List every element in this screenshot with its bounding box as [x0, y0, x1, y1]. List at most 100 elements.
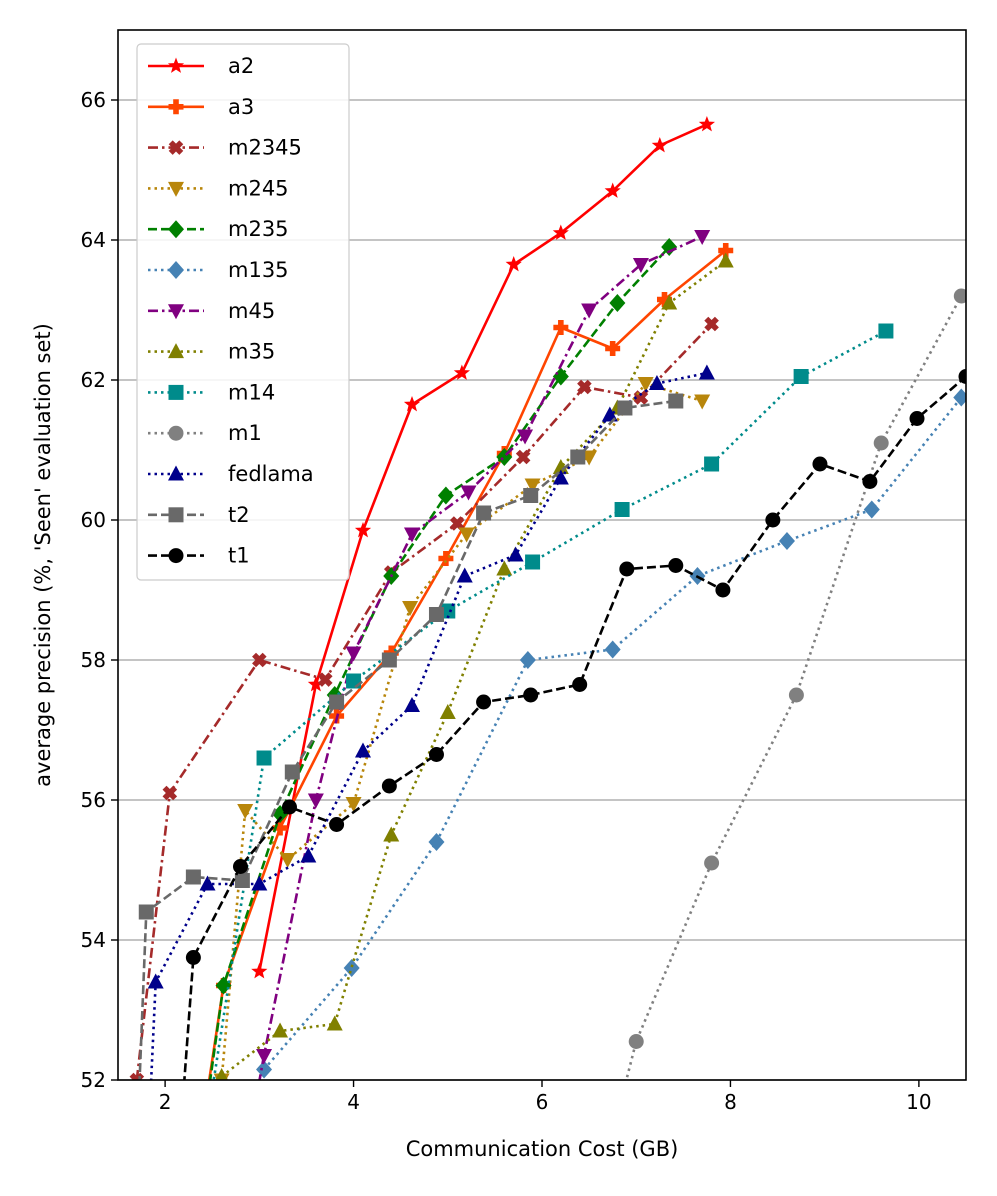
data-point-m135	[953, 388, 966, 407]
data-point-t2	[329, 694, 345, 710]
legend-item-m14: m14	[148, 380, 275, 404]
data-point-a2	[403, 396, 421, 412]
data-point-t2	[523, 488, 539, 503]
data-point-m2345	[252, 652, 267, 668]
series-m1	[625, 288, 966, 1080]
data-point-m1	[873, 435, 889, 451]
data-point-t1	[862, 474, 878, 489]
data-point-m35	[326, 1015, 343, 1031]
series-a2	[251, 116, 715, 979]
series-m135	[256, 388, 966, 1079]
data-point-a3	[438, 551, 454, 566]
series-t2	[138, 393, 684, 1080]
data-point-t2	[381, 652, 397, 668]
data-point-m235	[215, 976, 232, 995]
data-point-m35	[717, 252, 734, 268]
data-point-a2	[552, 224, 569, 240]
data-point-m135	[519, 651, 536, 669]
data-point-a2	[604, 182, 621, 198]
data-point-a2	[453, 364, 470, 380]
data-point-t2	[234, 873, 250, 888]
legend-label: t2	[228, 503, 250, 527]
data-point-m45	[517, 429, 534, 445]
data-point-t1	[476, 694, 492, 710]
data-point-m35	[496, 560, 513, 576]
data-point-t1	[619, 561, 635, 577]
series-m14	[212, 323, 894, 1080]
data-point-m135	[778, 532, 795, 550]
data-point-t1	[329, 817, 345, 832]
data-point-m135	[863, 500, 880, 519]
x-axis-label: Communication Cost (GB)	[406, 1137, 679, 1161]
legend-item-fedlama: fedlama	[148, 462, 314, 486]
data-point-t1	[715, 582, 731, 598]
data-point-a2	[505, 256, 522, 272]
legend-item-m35: m35	[148, 340, 275, 364]
data-point-m235	[661, 238, 678, 256]
series-m45	[256, 230, 711, 1080]
data-point-a3	[553, 320, 569, 336]
data-point-m35	[383, 826, 400, 842]
data-point-a2	[251, 963, 268, 979]
data-point-fedlama	[354, 742, 371, 758]
data-point-m1	[788, 687, 804, 703]
data-point-m45	[632, 258, 649, 273]
data-point-m35	[661, 294, 678, 310]
data-point-t2	[668, 393, 684, 409]
data-point-m235	[437, 486, 454, 505]
data-point-a3	[718, 243, 734, 258]
data-point-m45	[581, 303, 598, 319]
legend-marker-m14	[168, 384, 184, 400]
series-line-m2345	[135, 323, 713, 1080]
data-point-m2345	[449, 516, 465, 531]
legend-marker-m45	[168, 304, 184, 320]
series-line-m245	[220, 382, 703, 1080]
legend-marker-m245	[168, 181, 184, 197]
legend-marker-a3	[168, 99, 184, 115]
data-point-m245	[402, 601, 419, 616]
legend: a2 a3 m2345 m245 m235 m135 m45 m35 m14 m1 fedlama t…	[136, 43, 350, 581]
data-point-t1	[765, 512, 781, 528]
data-point-m14	[878, 323, 894, 339]
data-point-m14	[793, 369, 809, 384]
data-point-a2	[354, 522, 372, 538]
data-point-fedlama	[147, 973, 164, 989]
legend-label: m45	[228, 299, 275, 323]
series-t1	[183, 369, 966, 1080]
data-point-m135	[343, 959, 360, 977]
data-point-m14	[614, 502, 630, 517]
y-tick-label: 62	[81, 368, 106, 392]
data-point-t1	[958, 369, 966, 384]
data-point-fedlama	[552, 469, 569, 485]
data-point-t2	[138, 904, 154, 920]
legend-label: m135	[228, 258, 289, 282]
legend-item-a3: a3	[148, 95, 254, 119]
data-point-t1	[185, 950, 201, 965]
data-point-m45	[460, 485, 477, 501]
data-point-fedlama	[251, 875, 268, 891]
series-line-m235	[208, 246, 671, 1080]
legend-item-m245: m245	[148, 176, 289, 200]
legend-label: m35	[228, 340, 275, 364]
data-point-t2	[284, 764, 300, 780]
data-point-m245	[345, 797, 362, 812]
x-tick-label: 6	[536, 1090, 549, 1114]
data-point-m14	[256, 750, 272, 766]
data-point-m45	[256, 1049, 273, 1064]
data-point-m14	[440, 603, 456, 619]
data-point-m45	[403, 527, 420, 543]
data-point-m235	[552, 367, 569, 386]
data-point-a3	[656, 292, 672, 308]
legend-box	[136, 43, 350, 581]
data-point-m35	[215, 1068, 229, 1080]
legend-item-m135: m135	[148, 258, 289, 282]
data-point-m135	[428, 833, 445, 851]
data-point-fedlama	[403, 697, 420, 712]
data-point-t1	[232, 859, 248, 874]
data-point-m245	[524, 478, 541, 494]
data-point-m35	[272, 1022, 289, 1038]
x-tick-label: 10	[906, 1090, 931, 1114]
data-point-m14	[525, 554, 541, 570]
series-layer	[129, 116, 966, 1080]
data-point-a3	[272, 820, 288, 836]
